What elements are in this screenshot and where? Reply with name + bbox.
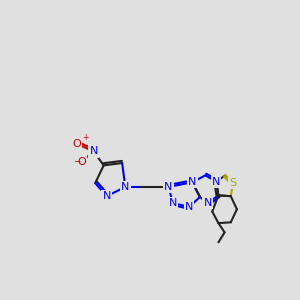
Text: S: S [230, 178, 237, 188]
Text: N: N [164, 182, 172, 192]
Text: N: N [203, 198, 212, 208]
Text: N: N [188, 177, 196, 187]
Text: N: N [212, 176, 220, 187]
Text: O: O [77, 157, 86, 166]
Text: N: N [121, 182, 129, 192]
Text: O: O [72, 139, 81, 149]
Text: N: N [185, 202, 194, 212]
Text: N: N [169, 198, 177, 208]
Text: N: N [188, 177, 196, 187]
Text: +: + [82, 133, 88, 142]
Text: −: − [73, 156, 80, 165]
Text: N: N [89, 146, 98, 157]
Text: N: N [103, 191, 111, 201]
